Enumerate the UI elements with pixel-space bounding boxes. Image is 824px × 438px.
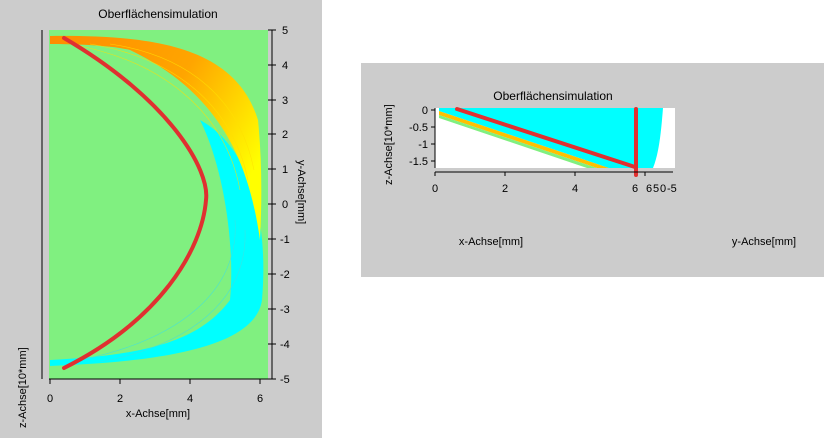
right-z-axis-label: z-Achse[10*mm] — [383, 104, 395, 185]
x-tick-label: 2 — [117, 393, 123, 405]
z-tick-label: -1 — [418, 139, 428, 151]
x-axis-label: x-Achse[mm] — [126, 408, 190, 420]
y-tick-label: 2 — [282, 129, 288, 141]
red-diagonal-line — [455, 107, 637, 169]
inner-surface-region — [50, 44, 206, 360]
z-tick-label: 0 — [422, 105, 428, 117]
y-tick-label: 4 — [282, 60, 288, 72]
y-tick-label: -5 — [280, 374, 290, 386]
right-y-tick-label: 0 — [660, 183, 666, 195]
right-orange-band — [439, 111, 609, 168]
contour-lines — [69, 43, 255, 191]
x-tick-label: 0 — [47, 393, 53, 405]
y-tick-label: 1 — [282, 164, 288, 176]
right-y-tick-label: -5 — [667, 183, 677, 195]
y-tick-label: -2 — [280, 269, 290, 281]
cyan-contour-lines — [79, 219, 246, 363]
z-tick-label: -0.5 — [409, 122, 428, 134]
left-plot-title: Oberflächensimulation — [98, 7, 217, 21]
right-plot-title: Oberflächensimulation — [493, 89, 612, 103]
y-tick-label: -4 — [280, 339, 290, 351]
y-tick-label: -1 — [280, 234, 290, 246]
right-x-axis-ticks — [434, 172, 646, 176]
right-plot-panel: Oberflächensimulation 0 -0.5 -1 -1.5 z-A… — [361, 63, 824, 277]
right-x-tick-label: 0 — [432, 183, 438, 195]
y-tick-label: 3 — [282, 95, 288, 107]
y-tick-label: -3 — [280, 304, 290, 316]
x-tick-label: 4 — [187, 393, 193, 405]
z-axis-label: z-Achse[10*mm] — [17, 347, 29, 428]
x-axis-ticks — [49, 379, 261, 384]
left-plot-panel: Oberflächensimulation 0 2 — [0, 0, 322, 438]
right-plot-svg: Oberflächensimulation 0 -0.5 -1 -1.5 z-A… — [383, 89, 796, 248]
y-axis-label: y-Achse[mm] — [295, 160, 307, 224]
right-y-tick-label: 6 — [646, 183, 652, 195]
right-z-axis-ticks — [431, 109, 435, 162]
right-x-tick-label: 2 — [502, 183, 508, 195]
right-y-axis-label: y-Achse[mm] — [732, 236, 796, 248]
x-tick-label: 6 — [257, 393, 263, 405]
right-x-axis-label: x-Achse[mm] — [459, 236, 523, 248]
right-x-tick-label: 6 — [632, 183, 638, 195]
y-tick-label: 0 — [282, 199, 288, 211]
z-tick-label: -1.5 — [409, 156, 428, 168]
right-green-band — [439, 115, 597, 168]
red-profile-line — [62, 36, 209, 370]
y-tick-label: 5 — [282, 25, 288, 37]
left-plot-svg: Oberflächensimulation 0 2 — [17, 7, 307, 428]
right-x-tick-label: 4 — [572, 183, 578, 195]
y-axis-ticks — [268, 29, 276, 380]
right-y-tick-label: 5 — [653, 183, 659, 195]
